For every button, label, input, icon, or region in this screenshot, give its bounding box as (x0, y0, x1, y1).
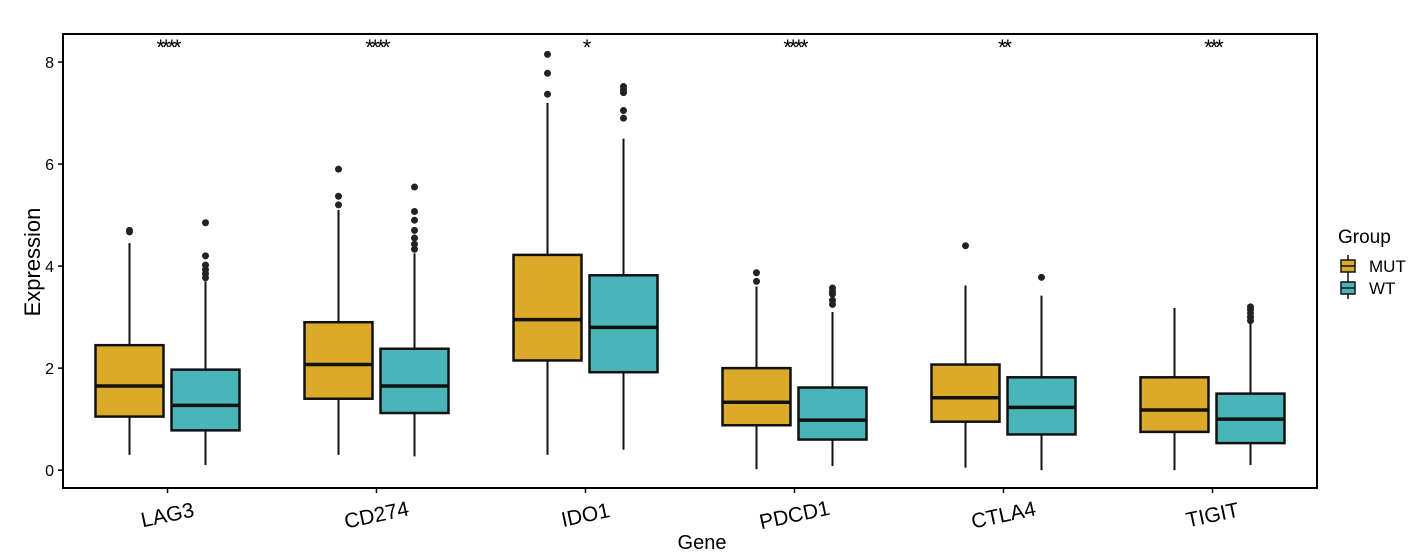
x-tick-label: IDO1 (559, 499, 612, 532)
x-axis: LAG3 CD274 IDO1 PDCD1 CTLA4 TIGIT (139, 488, 1241, 534)
y-axis-title: Expression (20, 208, 45, 317)
box-wt-ido1 (588, 83, 659, 450)
outlier-point (411, 245, 418, 253)
outlier-point (202, 261, 209, 269)
outlier-point (544, 90, 551, 98)
outlier-point (620, 114, 627, 122)
outlier-point (962, 242, 969, 250)
significance-label: ** (998, 35, 1013, 60)
y-tick-label: 8 (45, 55, 54, 72)
box-wt-pdcd1 (797, 284, 868, 467)
box-iqr (379, 347, 450, 415)
legend: Group MUT WT (1338, 227, 1406, 299)
y-tick-label: 0 (45, 463, 54, 480)
y-axis: 0 2 4 6 8 (45, 55, 63, 480)
outlier-point (335, 192, 342, 200)
outlier-point (411, 226, 418, 234)
outlier-point (411, 234, 418, 242)
outlier-point (335, 165, 342, 173)
outlier-point (544, 69, 551, 77)
box-iqr (170, 368, 241, 432)
outlier-point (544, 50, 551, 58)
box-iqr (797, 386, 868, 441)
box-mut-cd274 (303, 165, 374, 455)
y-tick-label: 2 (45, 361, 54, 378)
outlier-point (620, 107, 627, 115)
significance-label: **** (156, 35, 182, 60)
legend-label-mut: MUT (1369, 257, 1406, 276)
outlier-point (411, 208, 418, 216)
y-tick-label: 6 (45, 157, 54, 174)
box-mut-ctla4 (930, 242, 1001, 468)
outlier-point (411, 183, 418, 191)
outlier-point (411, 216, 418, 224)
outlier-point (411, 240, 418, 248)
x-tick-label: LAG3 (139, 499, 196, 533)
significance-label: * (583, 35, 592, 60)
significance-label: **** (365, 35, 391, 60)
box-mut-ido1 (512, 50, 583, 455)
box-wt-cd274 (379, 183, 450, 457)
box-iqr (930, 363, 1001, 423)
outlier-point (753, 269, 760, 277)
box-mut-tigit (1139, 307, 1210, 471)
plot-area: **** **** * **** ** *** (62, 33, 1318, 489)
box-iqr (512, 253, 583, 362)
panel-border (62, 33, 1318, 489)
outlier-point (1038, 273, 1045, 281)
outlier-point (202, 252, 209, 260)
outlier-point (829, 296, 836, 304)
legend-title: Group (1338, 227, 1391, 248)
x-tick-label: CD274 (342, 497, 411, 533)
box-iqr (1139, 376, 1210, 434)
box-mut-lag3 (94, 226, 165, 455)
outlier-point (202, 219, 209, 227)
legend-label-wt: WT (1369, 279, 1395, 298)
box-wt-ctla4 (1006, 273, 1077, 471)
outlier-point (126, 228, 133, 236)
y-tick-label: 4 (45, 259, 54, 276)
box-iqr (94, 343, 165, 418)
box-iqr (721, 366, 792, 427)
outlier-point (335, 201, 342, 209)
outlier-point (620, 83, 627, 91)
x-axis-title: Gene (678, 532, 727, 552)
significance-label: *** (1204, 35, 1224, 60)
outlier-point (1247, 303, 1254, 311)
box-iqr (588, 274, 659, 374)
box-wt-tigit (1215, 303, 1286, 466)
x-tick-label: TIGIT (1184, 499, 1241, 533)
x-tick-label: CTLA4 (969, 497, 1038, 533)
box-wt-lag3 (170, 219, 241, 466)
outlier-point (829, 284, 836, 292)
outlier-point (753, 277, 760, 285)
significance-label: **** (783, 35, 809, 60)
box-iqr (303, 320, 374, 400)
box-mut-pdcd1 (721, 269, 792, 470)
x-tick-label: PDCD1 (757, 497, 831, 534)
